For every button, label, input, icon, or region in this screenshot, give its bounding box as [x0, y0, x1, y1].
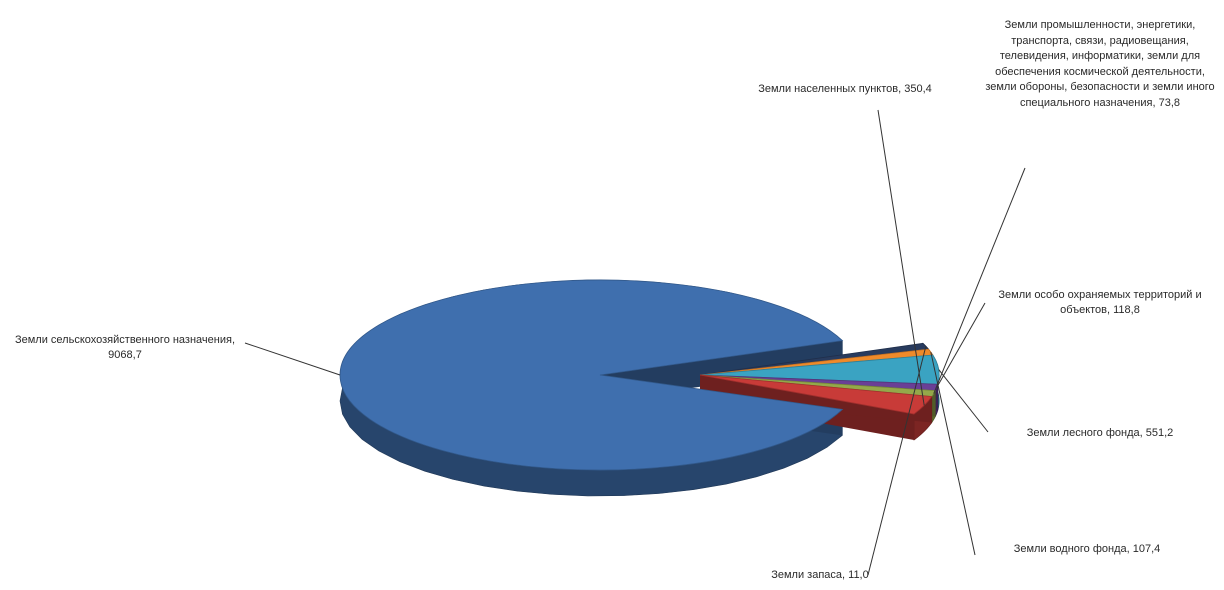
slice-label: Земли водного фонда, 107,4	[1013, 543, 1161, 555]
slice-label: Земли сельскохозяйственного назначения, …	[14, 334, 236, 361]
leader-line	[938, 369, 989, 433]
leader-line	[933, 167, 1026, 394]
pie-slices	[339, 279, 940, 497]
slice-label: Земли запаса, 11,0	[771, 569, 869, 581]
leader-line	[244, 342, 341, 376]
pie-slice	[339, 279, 844, 471]
leader-lines	[244, 109, 1026, 576]
leader-line	[877, 109, 925, 406]
slice-edge	[700, 375, 932, 423]
leader-line	[930, 351, 976, 556]
leader-line	[936, 302, 986, 388]
leader-line	[867, 346, 927, 576]
slice-label: Земли лесного фонда, 551,2	[1026, 427, 1174, 439]
slice-label: Земли промышленности, энергетики, трансп…	[985, 19, 1215, 109]
slice-label: Земли населенных пунктов, 350,4	[758, 83, 932, 95]
slice-label: Земли особо охраняемых территорий и объе…	[998, 289, 1202, 316]
